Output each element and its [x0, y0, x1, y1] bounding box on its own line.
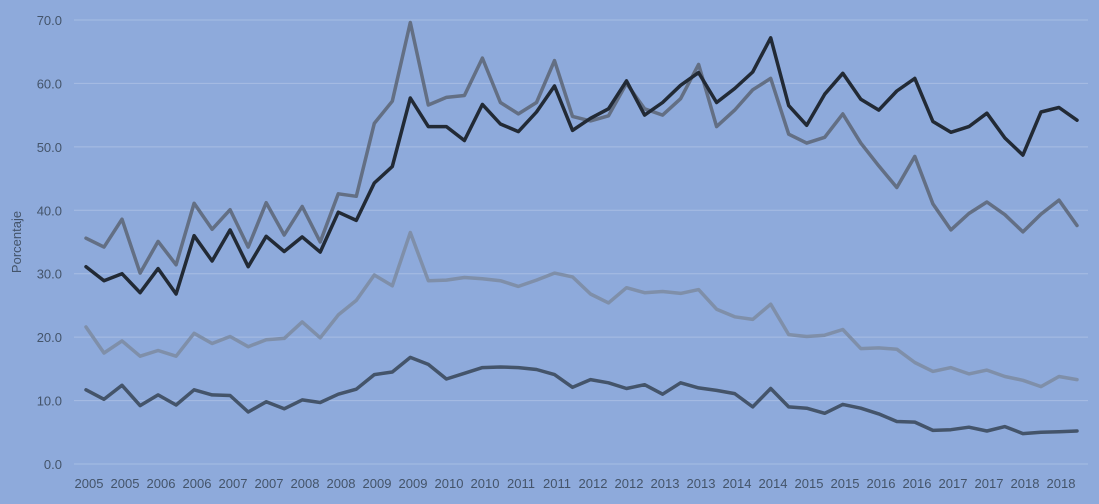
y-tick-label: 10.0 — [37, 394, 62, 409]
x-tick-label: 2013 — [687, 476, 716, 491]
x-tick-label: 2012 — [579, 476, 608, 491]
x-tick-label: 2005 — [111, 476, 140, 491]
x-tick-label: 2018 — [1011, 476, 1040, 491]
x-tick-label: 2013 — [651, 476, 680, 491]
x-tick-label: 2007 — [219, 476, 248, 491]
x-tick-label: 2016 — [903, 476, 932, 491]
x-tick-label: 2008 — [291, 476, 320, 491]
x-tick-label: 2017 — [975, 476, 1004, 491]
x-tick-label: 2008 — [327, 476, 356, 491]
series-line-2 — [84, 36, 1079, 296]
y-axis-ticks: 0.0 10.0 20.0 30.0 40.0 50.0 60.0 70.0 — [37, 13, 62, 472]
x-tick-label: 2014 — [723, 476, 752, 491]
x-tick-label: 2015 — [795, 476, 824, 491]
x-tick-label: 2017 — [939, 476, 968, 491]
y-tick-label: 70.0 — [37, 13, 62, 28]
x-tick-label: 2015 — [831, 476, 860, 491]
x-axis-ticks: 2005 2005 2006 2006 2007 2007 2008 2008 2009 2009… — [75, 476, 1076, 491]
y-tick-label: 50.0 — [37, 140, 62, 155]
x-tick-label: 2010 — [435, 476, 464, 491]
y-axis-title: Porcentaje — [9, 211, 24, 273]
y-tick-label: 60.0 — [37, 76, 62, 91]
series-line-4 — [84, 355, 1079, 436]
x-tick-label: 2006 — [183, 476, 212, 491]
x-tick-label: 2006 — [147, 476, 176, 491]
x-tick-label: 2009 — [399, 476, 428, 491]
series-line-3 — [84, 230, 1079, 389]
x-tick-label: 2005 — [75, 476, 104, 491]
y-tick-label: 20.0 — [37, 330, 62, 345]
x-tick-label: 2018 — [1047, 476, 1076, 491]
gridlines — [74, 19, 1088, 465]
y-tick-label: 40.0 — [37, 203, 62, 218]
y-tick-label: 30.0 — [37, 267, 62, 282]
x-tick-label: 2010 — [471, 476, 500, 491]
x-tick-label: 2009 — [363, 476, 392, 491]
y-tick-label: 0.0 — [44, 457, 62, 472]
x-tick-label: 2011 — [543, 476, 571, 491]
series-lines — [84, 20, 1079, 436]
x-tick-label: 2007 — [255, 476, 284, 491]
x-tick-label: 2016 — [867, 476, 896, 491]
x-tick-label: 2011 — [507, 476, 535, 491]
x-tick-label: 2014 — [759, 476, 788, 491]
x-tick-label: 2012 — [615, 476, 644, 491]
series-line-1 — [84, 20, 1079, 275]
